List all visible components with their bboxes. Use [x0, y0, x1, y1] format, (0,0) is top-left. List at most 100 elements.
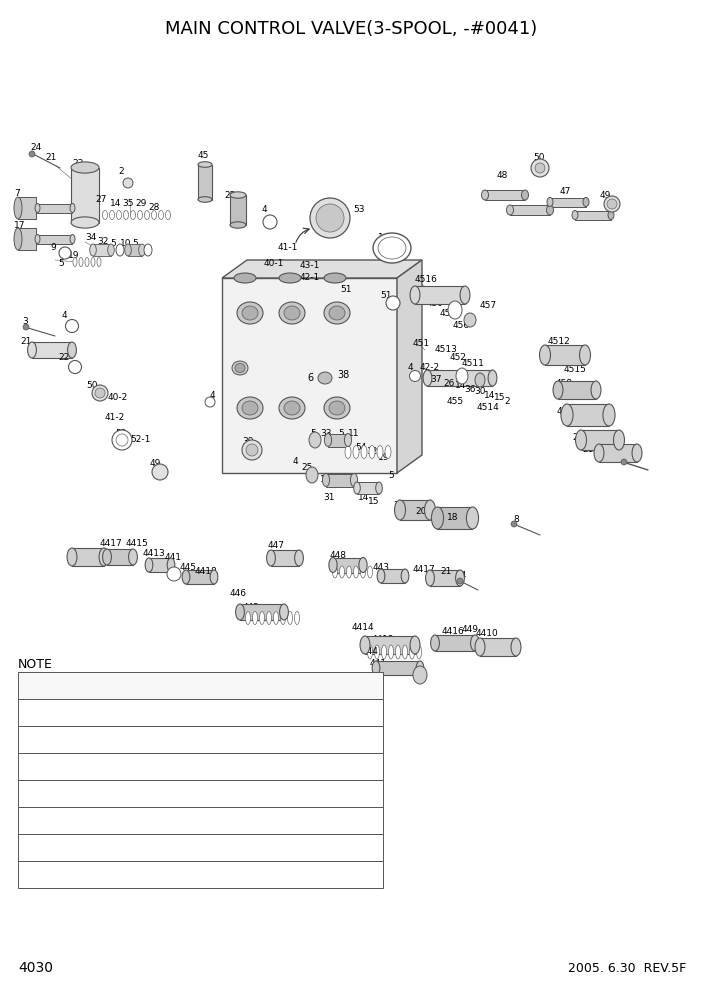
Text: 4416: 4416	[442, 628, 465, 637]
Text: 47: 47	[560, 187, 571, 196]
Bar	[271, 550, 299, 566]
Ellipse shape	[354, 566, 359, 578]
Text: 4417: 4417	[413, 565, 436, 574]
Text: 16: 16	[617, 455, 628, 464]
Ellipse shape	[324, 434, 331, 446]
Ellipse shape	[138, 210, 143, 219]
Text: 2,4,14-16,21,23,24,26-30,35-37,42-1,42-2: 2,4,14-16,21,23,24,26-30,35-37,42-1,42-2	[123, 789, 344, 799]
Text: 24: 24	[455, 570, 466, 579]
Ellipse shape	[409, 370, 420, 382]
Text: 2: 2	[311, 469, 317, 478]
Text: YUCE-00030: YUCE-00030	[23, 707, 87, 717]
Text: 42-1: 42-1	[300, 274, 320, 283]
Ellipse shape	[448, 301, 462, 319]
Ellipse shape	[67, 342, 77, 358]
Text: 459: 459	[427, 300, 444, 309]
Text: 442: 442	[243, 602, 260, 611]
Text: 4515: 4515	[564, 365, 587, 375]
Text: 448: 448	[330, 551, 347, 559]
Bar	[400, 500, 430, 520]
Ellipse shape	[381, 645, 387, 659]
Bar	[222, 278, 397, 473]
Bar	[485, 190, 525, 200]
Circle shape	[457, 578, 463, 584]
Text: 444: 444	[362, 648, 379, 657]
Bar	[575, 211, 611, 220]
Bar	[599, 444, 637, 462]
Ellipse shape	[124, 210, 128, 219]
Ellipse shape	[234, 273, 256, 283]
Text: 35: 35	[122, 199, 133, 208]
Text: 49: 49	[150, 458, 161, 467]
Ellipse shape	[466, 507, 479, 529]
Ellipse shape	[583, 197, 589, 206]
Ellipse shape	[470, 635, 479, 651]
Ellipse shape	[482, 190, 489, 200]
Text: 23: 23	[572, 433, 583, 441]
Text: 5: 5	[310, 429, 316, 437]
Text: 455: 455	[447, 398, 464, 407]
Bar	[428, 370, 493, 386]
Ellipse shape	[69, 360, 81, 374]
Text: 4: 4	[262, 205, 267, 214]
Ellipse shape	[14, 228, 22, 250]
Ellipse shape	[322, 473, 329, 486]
Bar	[32, 342, 72, 358]
Ellipse shape	[423, 370, 432, 386]
Text: 51: 51	[340, 286, 352, 295]
Ellipse shape	[71, 217, 99, 228]
Text: 441: 441	[370, 659, 387, 668]
Text: 39: 39	[242, 437, 253, 446]
Text: 19: 19	[68, 251, 79, 260]
Circle shape	[607, 199, 617, 209]
Ellipse shape	[95, 388, 105, 398]
Circle shape	[310, 198, 350, 238]
Text: 49: 49	[600, 190, 611, 199]
Text: 41-1: 41-1	[278, 243, 298, 253]
Ellipse shape	[488, 370, 497, 386]
Text: 445: 445	[180, 562, 197, 571]
Ellipse shape	[35, 203, 40, 212]
Text: 20: 20	[415, 508, 426, 517]
Bar	[381, 569, 405, 583]
Text: NOTE: NOTE	[18, 658, 53, 671]
Ellipse shape	[614, 430, 625, 450]
Bar	[186, 570, 214, 584]
Ellipse shape	[372, 661, 380, 675]
Bar	[545, 345, 585, 365]
Ellipse shape	[591, 381, 601, 399]
Ellipse shape	[205, 397, 215, 407]
Text: 451: 451	[413, 338, 430, 347]
Text: 2: 2	[504, 397, 510, 406]
Text: 5: 5	[58, 259, 64, 268]
Ellipse shape	[456, 368, 468, 384]
Bar	[71, 168, 99, 222]
Bar	[128, 244, 142, 256]
Ellipse shape	[572, 210, 578, 219]
Text: 441: 441	[165, 554, 182, 562]
Text: 10: 10	[120, 239, 131, 249]
Ellipse shape	[329, 306, 345, 320]
Ellipse shape	[284, 401, 300, 415]
Text: 15: 15	[494, 394, 505, 403]
Ellipse shape	[230, 222, 246, 228]
Ellipse shape	[374, 645, 380, 659]
Ellipse shape	[279, 397, 305, 419]
Ellipse shape	[67, 548, 77, 566]
Ellipse shape	[267, 611, 272, 625]
Ellipse shape	[281, 611, 286, 625]
Ellipse shape	[123, 178, 133, 188]
Ellipse shape	[70, 234, 75, 243]
Text: 452: 452	[450, 352, 467, 361]
Text: 4415: 4415	[126, 539, 149, 548]
Text: 40-1: 40-1	[264, 259, 284, 268]
Ellipse shape	[59, 247, 71, 259]
Ellipse shape	[246, 611, 251, 625]
Ellipse shape	[353, 445, 359, 458]
Ellipse shape	[388, 645, 394, 659]
Text: 4510: 4510	[415, 288, 438, 297]
Ellipse shape	[198, 196, 212, 202]
Ellipse shape	[385, 445, 391, 458]
Ellipse shape	[460, 286, 470, 304]
Circle shape	[23, 324, 29, 330]
